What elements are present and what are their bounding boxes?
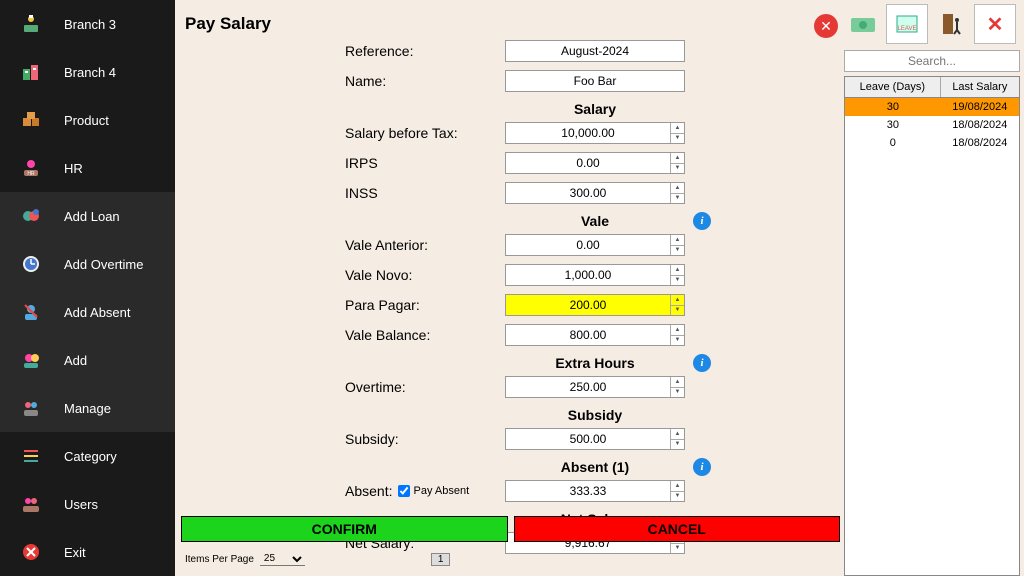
main-area: Pay Salary Reference: August-2024 Name: … [175,0,1024,576]
pay-absent-label: Pay Absent [413,485,469,497]
col-leave-header[interactable]: Leave (Days) [845,77,941,97]
info-icon[interactable]: i [693,458,711,476]
overtime-icon [18,251,44,277]
product-icon [18,107,44,133]
add-icon [18,347,44,373]
extra-hours-section: Extra Hours [555,355,634,371]
sidebar-label: Exit [64,545,86,560]
vale-anterior-field[interactable]: 0.00▲▼ [505,234,685,256]
inss-label: INSS [345,185,505,201]
money-icon[interactable] [842,4,884,44]
absent-section: Absent (1) [561,459,629,475]
sidebar-item-category[interactable]: Category [0,432,175,480]
sidebar-item-users[interactable]: Users [0,480,175,528]
table-row[interactable]: 3018/08/2024 [845,116,1019,134]
svg-text:HR: HR [27,171,35,177]
cancel-button[interactable]: CANCEL [514,516,841,542]
sidebar-label: HR [64,161,83,176]
sidebar-item-add-overtime[interactable]: Add Overtime [0,240,175,288]
vale-balance-field[interactable]: 800.00▲▼ [505,324,685,346]
table-row[interactable]: 3019/08/2024 [845,98,1019,116]
vale-anterior-label: Vale Anterior: [345,237,505,253]
irps-field[interactable]: 0.00▲▼ [505,152,685,174]
sidebar-label: Add [64,353,87,368]
sidebar-item-exit[interactable]: Exit [0,528,175,576]
sidebar-item-add[interactable]: Add [0,336,175,384]
items-per-page-select[interactable]: 25 [260,552,305,566]
close-x-button[interactable]: ✕ [974,4,1016,44]
para-pagar-field[interactable]: 200.00▲▼ [505,294,685,316]
sidebar-item-hr[interactable]: HR HR [0,144,175,192]
search-input[interactable] [844,50,1020,72]
subsidy-section: Subsidy [568,407,622,423]
absent-label-wrap: Absent: Pay Absent [345,483,505,499]
vale-novo-field[interactable]: 1,000.00▲▼ [505,264,685,286]
reference-field[interactable]: August-2024 [505,40,685,62]
absent-label: Absent: [345,483,392,499]
svg-text:LEAVE: LEAVE [898,26,917,32]
reference-label: Reference: [345,43,505,59]
sidebar-label: Branch 4 [64,65,116,80]
col-last-salary-header[interactable]: Last Salary [941,77,1019,97]
sidebar-item-branch3[interactable]: Branch 3 [0,0,175,48]
overtime-label: Overtime: [345,379,505,395]
door-exit-icon[interactable] [930,4,972,44]
subsidy-label: Subsidy: [345,431,505,447]
branch-icon [18,11,44,37]
sidebar-label: Branch 3 [64,17,116,32]
manage-icon [18,395,44,421]
sidebar-label: Users [64,497,98,512]
vale-balance-label: Vale Balance: [345,327,505,343]
vale-section: Vale [581,213,609,229]
overtime-field[interactable]: 250.00▲▼ [505,376,685,398]
sidebar-label: Category [64,449,117,464]
table-row[interactable]: 018/08/2024 [845,134,1019,152]
info-icon[interactable]: i [693,354,711,372]
pager: Items Per Page 25 1 [185,552,450,566]
para-pagar-label: Para Pagar: [345,297,505,313]
sidebar-label: Add Absent [64,305,131,320]
page-title: Pay Salary [185,14,830,34]
sidebar-item-add-absent[interactable]: Add Absent [0,288,175,336]
close-button[interactable]: ✕ [814,14,838,38]
absent-field[interactable]: 333.33▲▼ [505,480,685,502]
hr-icon: HR [18,155,44,181]
sidebar: Branch 3 Branch 4 Product HR HR Add Loan… [0,0,175,576]
sidebar-item-manage[interactable]: Manage [0,384,175,432]
items-per-page-label: Items Per Page [185,554,254,565]
confirm-button[interactable]: CONFIRM [181,516,508,542]
pay-absent-checkbox[interactable] [398,485,410,497]
branch2-icon [18,59,44,85]
salary-section: Salary [574,101,616,117]
exit-icon [18,539,44,565]
absent-icon [18,299,44,325]
sidebar-label: Add Overtime [64,257,143,272]
page-number[interactable]: 1 [431,553,451,566]
sidebar-label: Manage [64,401,111,416]
name-field[interactable]: Foo Bar [505,70,685,92]
sidebar-label: Product [64,113,109,128]
sidebar-item-product[interactable]: Product [0,96,175,144]
right-table: Leave (Days) Last Salary 3019/08/2024 30… [844,76,1020,576]
irps-label: IRPS [345,155,505,171]
loan-icon [18,203,44,229]
salary-before-tax-label: Salary before Tax: [345,125,505,141]
sidebar-item-branch4[interactable]: Branch 4 [0,48,175,96]
category-icon [18,443,44,469]
right-panel: LEAVE ✕ Leave (Days) Last Salary 3019/08… [840,0,1024,576]
users-icon [18,491,44,517]
sidebar-item-add-loan[interactable]: Add Loan [0,192,175,240]
salary-before-tax-field[interactable]: 10,000.00▲▼ [505,122,685,144]
leave-icon[interactable]: LEAVE [886,4,928,44]
sidebar-label: Add Loan [64,209,120,224]
form-area: Pay Salary Reference: August-2024 Name: … [175,0,840,576]
inss-field[interactable]: 300.00▲▼ [505,182,685,204]
subsidy-field[interactable]: 500.00▲▼ [505,428,685,450]
vale-novo-label: Vale Novo: [345,267,505,283]
name-label: Name: [345,73,505,89]
info-icon[interactable]: i [693,212,711,230]
